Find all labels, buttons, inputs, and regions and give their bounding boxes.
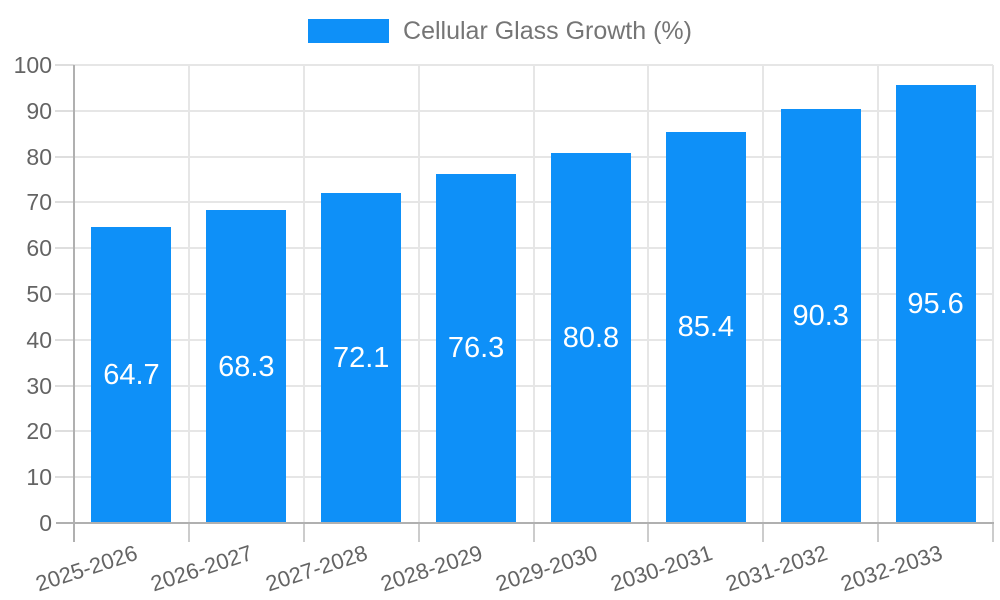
y-axis-label: 80 (26, 143, 52, 170)
bar[interactable] (550, 152, 631, 523)
bar-value-label: 85.4 (677, 311, 735, 344)
y-axis-label: 60 (26, 235, 52, 262)
y-axis-tick (55, 338, 74, 341)
x-axis-tick (532, 523, 535, 542)
y-axis-tick (55, 293, 74, 295)
y-axis-label: 10 (26, 464, 52, 491)
x-axis-tick (992, 523, 994, 542)
bar-value-label: 68.3 (218, 350, 275, 383)
y-axis-tick (55, 476, 74, 479)
x-axis-tick (302, 523, 305, 542)
y-axis-label: 100 (13, 52, 52, 78)
y-axis-tick (55, 109, 74, 112)
gridline-vertical (187, 65, 190, 523)
gridline-vertical (992, 65, 994, 523)
y-axis-tick (55, 430, 74, 433)
gridline-vertical (647, 65, 650, 523)
gridline-vertical (877, 65, 880, 523)
legend-swatch (308, 19, 390, 43)
y-axis-label: 50 (26, 281, 52, 307)
legend[interactable]: Cellular Glass Growth (%) (0, 17, 1000, 45)
bar[interactable] (321, 192, 402, 523)
bar-value-label: 72.1 (332, 341, 390, 374)
legend-label: Cellular Glass Growth (%) (403, 17, 692, 45)
bar[interactable] (436, 173, 517, 523)
y-axis-label: 40 (26, 326, 52, 353)
y-axis-line (73, 65, 75, 542)
gridline-vertical (532, 65, 535, 523)
gridline-vertical (417, 65, 420, 523)
bar[interactable] (206, 210, 287, 523)
x-axis-tick (647, 523, 650, 542)
bar[interactable] (780, 109, 861, 523)
bar-value-label: 64.7 (103, 358, 160, 391)
y-axis-label: 20 (26, 418, 52, 445)
y-axis-label: 90 (26, 97, 52, 124)
gridline-vertical (762, 65, 765, 523)
y-axis-label: 0 (39, 510, 52, 536)
x-axis-line (56, 522, 994, 524)
y-axis-tick (55, 64, 74, 66)
y-axis-tick (55, 247, 74, 250)
y-axis-tick (55, 201, 74, 204)
bar[interactable] (91, 226, 172, 523)
bar-value-label: 76.3 (447, 332, 505, 365)
y-axis-tick (55, 155, 74, 158)
x-axis-tick (187, 523, 190, 542)
x-axis-tick (417, 523, 420, 542)
bar-value-label: 90.3 (792, 300, 849, 333)
y-axis-tick (55, 384, 74, 387)
x-axis-tick (762, 523, 765, 542)
bar[interactable] (895, 85, 976, 523)
y-axis-label: 70 (26, 189, 52, 216)
bar-value-label: 95.6 (907, 288, 964, 321)
bar-value-label: 80.8 (562, 321, 620, 354)
y-axis-label: 30 (26, 372, 52, 399)
bar[interactable] (665, 131, 746, 523)
gridline-vertical (302, 65, 305, 523)
x-axis-tick (877, 523, 880, 542)
